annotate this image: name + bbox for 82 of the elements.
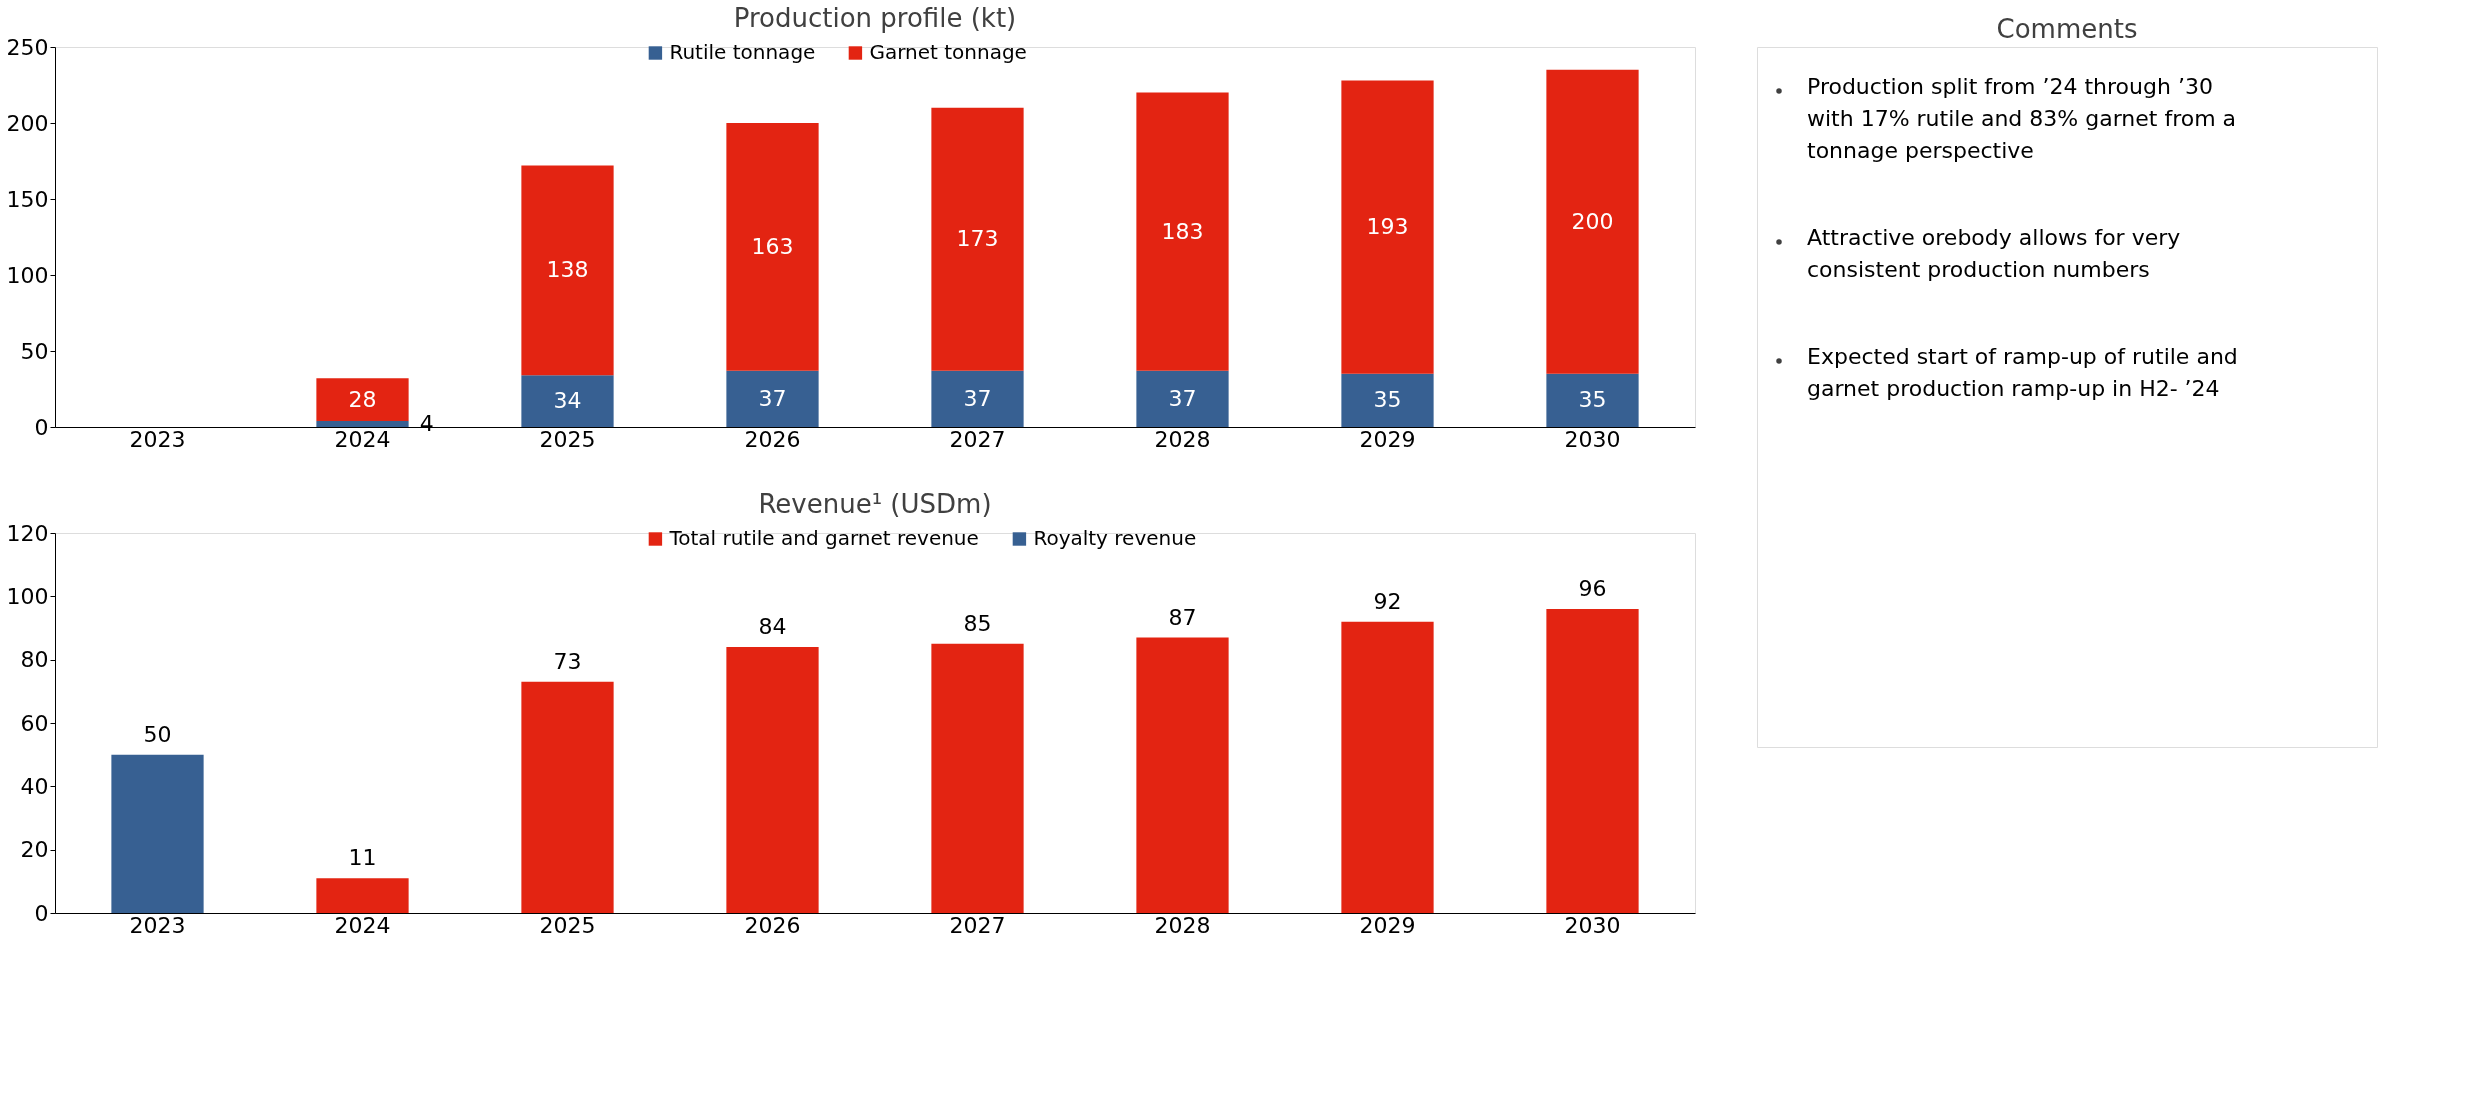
x-tick-label: 2026 [744, 912, 801, 938]
text: Attractive orebody allows for very consistent production numbers [1807, 225, 2181, 282]
y-tick-label: 120 [6, 520, 49, 546]
data-label: 163 [751, 233, 794, 259]
data-label: 37 [758, 385, 787, 411]
legend-label: Rutile tonnage [669, 40, 816, 64]
bar [1136, 370, 1229, 427]
y-tick-label: 200 [6, 110, 49, 136]
data-label: 28 [348, 386, 377, 412]
bar [726, 123, 819, 371]
data-label: 37 [1168, 385, 1197, 411]
bar [1136, 637, 1229, 913]
chart-title: Production profile (kt) [733, 3, 1017, 33]
data-label: 92 [1373, 588, 1402, 614]
legend-label: Total rutile and garnet revenue [668, 526, 979, 550]
legend-label: Garnet tonnage [869, 40, 1027, 64]
bar [931, 643, 1024, 913]
x-tick-label: 2026 [744, 426, 801, 452]
bar [1546, 373, 1639, 427]
y-tick-label: 0 [34, 900, 49, 926]
bar [1546, 609, 1639, 913]
data-label: 183 [1161, 218, 1204, 244]
x-tick-label: 2025 [539, 426, 596, 452]
bar [931, 107, 1024, 371]
data-label: 37 [963, 385, 992, 411]
x-tick-label: 2030 [1564, 426, 1621, 452]
legend-label: Royalty revenue [1033, 526, 1197, 550]
x-tick-label: 2029 [1359, 912, 1416, 938]
x-tick-label: 2027 [949, 426, 1006, 452]
data-label: 73 [553, 648, 582, 674]
data-label: 87 [1168, 604, 1197, 630]
text: Production split from ’24 through ’30 with 17% rutile and 83% garnet from a tonnage perspective [1807, 74, 2237, 163]
bar [521, 375, 614, 427]
text: Expected start of ramp-up of rutile and garnet production ramp-up in H2- ’24 [1807, 344, 2238, 401]
y-tick-label: 60 [20, 710, 49, 736]
data-label: 138 [546, 257, 589, 283]
data-label: 35 [1373, 387, 1402, 413]
y-tick-label: 150 [6, 186, 49, 212]
bar [1341, 621, 1434, 913]
x-tick-label: 2027 [949, 912, 1006, 938]
bar [931, 370, 1024, 427]
y-tick-label: 50 [20, 338, 49, 364]
data-label: 84 [758, 614, 787, 639]
bar [521, 165, 614, 376]
x-tick-label: 2029 [1359, 426, 1416, 452]
x-tick-label: 2028 [1154, 912, 1211, 938]
x-tick-label: 2028 [1154, 426, 1211, 452]
data-label: 193 [1366, 214, 1409, 240]
data-label: 85 [963, 610, 992, 636]
y-tick-label: 250 [6, 34, 49, 60]
x-tick-label: 2024 [334, 912, 391, 938]
y-tick-label: 100 [6, 583, 49, 609]
bar [521, 681, 614, 913]
y-tick-label: 80 [20, 647, 49, 673]
bar [316, 878, 409, 913]
bar [111, 754, 204, 913]
chart-title: Revenue¹ (USDm) [758, 489, 992, 519]
y-tick-label: 0 [34, 414, 49, 440]
x-tick-label: 2023 [129, 912, 186, 938]
data-label: 96 [1578, 576, 1607, 601]
text: Comments [1996, 14, 2138, 44]
x-tick-label: 2030 [1564, 912, 1621, 938]
bar [316, 378, 409, 421]
bar [1136, 92, 1229, 371]
bar [1546, 69, 1639, 374]
y-tick-label: 40 [20, 773, 49, 799]
data-label: 11 [348, 845, 377, 871]
bar [726, 370, 819, 427]
data-label: 173 [956, 226, 999, 252]
bar [1341, 80, 1434, 374]
x-tick-label: 2025 [539, 912, 596, 938]
y-tick-label: 100 [6, 262, 49, 288]
data-label: 200 [1571, 208, 1614, 234]
data-label: 50 [143, 721, 172, 747]
bar [726, 647, 819, 913]
data-label: 34 [553, 388, 582, 414]
x-tick-label: 2023 [129, 426, 186, 452]
x-tick-label: 2024 [334, 426, 391, 452]
data-label: 35 [1578, 387, 1607, 413]
bar [1341, 373, 1434, 427]
y-tick-label: 20 [20, 837, 49, 863]
bar [316, 420, 409, 427]
